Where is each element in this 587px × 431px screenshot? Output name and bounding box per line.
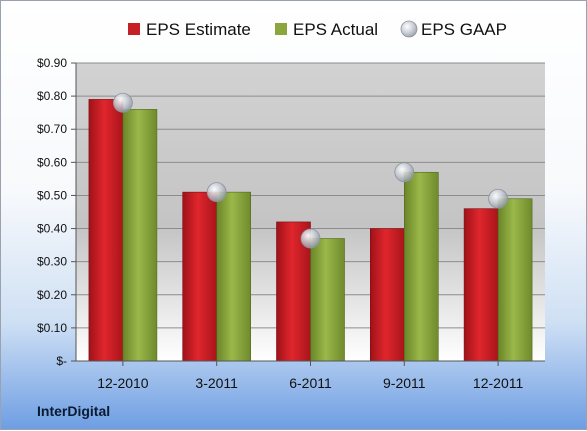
y-tick-label: $0.70 [37,122,67,136]
bar-eps-actual [403,171,439,362]
x-category-label: 12-2011 [473,375,524,391]
y-tick-label: $0.10 [37,321,67,335]
y-tick-label: $0.90 [37,56,67,70]
bar-eps-estimate [88,99,124,362]
y-tick-label: $0.80 [37,89,67,103]
bar-eps-estimate [182,191,217,362]
y-tick-label: $0.50 [37,188,67,202]
legend-swatch-eps-estimate [128,23,140,35]
bar-eps-actual [216,191,251,362]
marker-eps-gaap [206,182,227,203]
legend: EPS Estimate EPS Actual EPS GAAP [128,20,507,39]
x-category-label: 12-2010 [97,375,149,391]
marker-eps-gaap [488,188,509,209]
bar-eps-estimate [369,228,405,362]
x-axis-categories: 12-2010 3-2011 6-2011 9-2011 12-2011 [97,361,523,391]
y-tick-label: $- [56,354,67,368]
bars [88,92,533,362]
bar-eps-actual [497,198,533,362]
legend-swatch-eps-gaap [400,20,418,38]
y-tick-label: $0.20 [37,288,67,302]
bar-eps-actual [310,238,345,362]
y-tick-label: $0.40 [37,222,67,236]
marker-eps-gaap [394,162,415,183]
bar-eps-actual [122,109,158,362]
y-tick-label: $0.60 [37,155,67,169]
x-category-label: 9-2011 [383,375,426,391]
legend-label: EPS Actual [293,20,378,39]
x-category-label: 3-2011 [195,375,238,391]
company-name: InterDigital [37,403,111,419]
marker-eps-gaap [300,228,321,249]
x-category-label: 6-2011 [289,375,332,391]
bar-eps-estimate [463,208,499,362]
marker-eps-gaap [113,92,133,113]
legend-label: EPS Estimate [146,20,251,39]
y-tick-label: $0.30 [37,255,67,269]
legend-swatch-eps-actual [275,23,287,35]
legend-label: EPS GAAP [421,20,507,39]
